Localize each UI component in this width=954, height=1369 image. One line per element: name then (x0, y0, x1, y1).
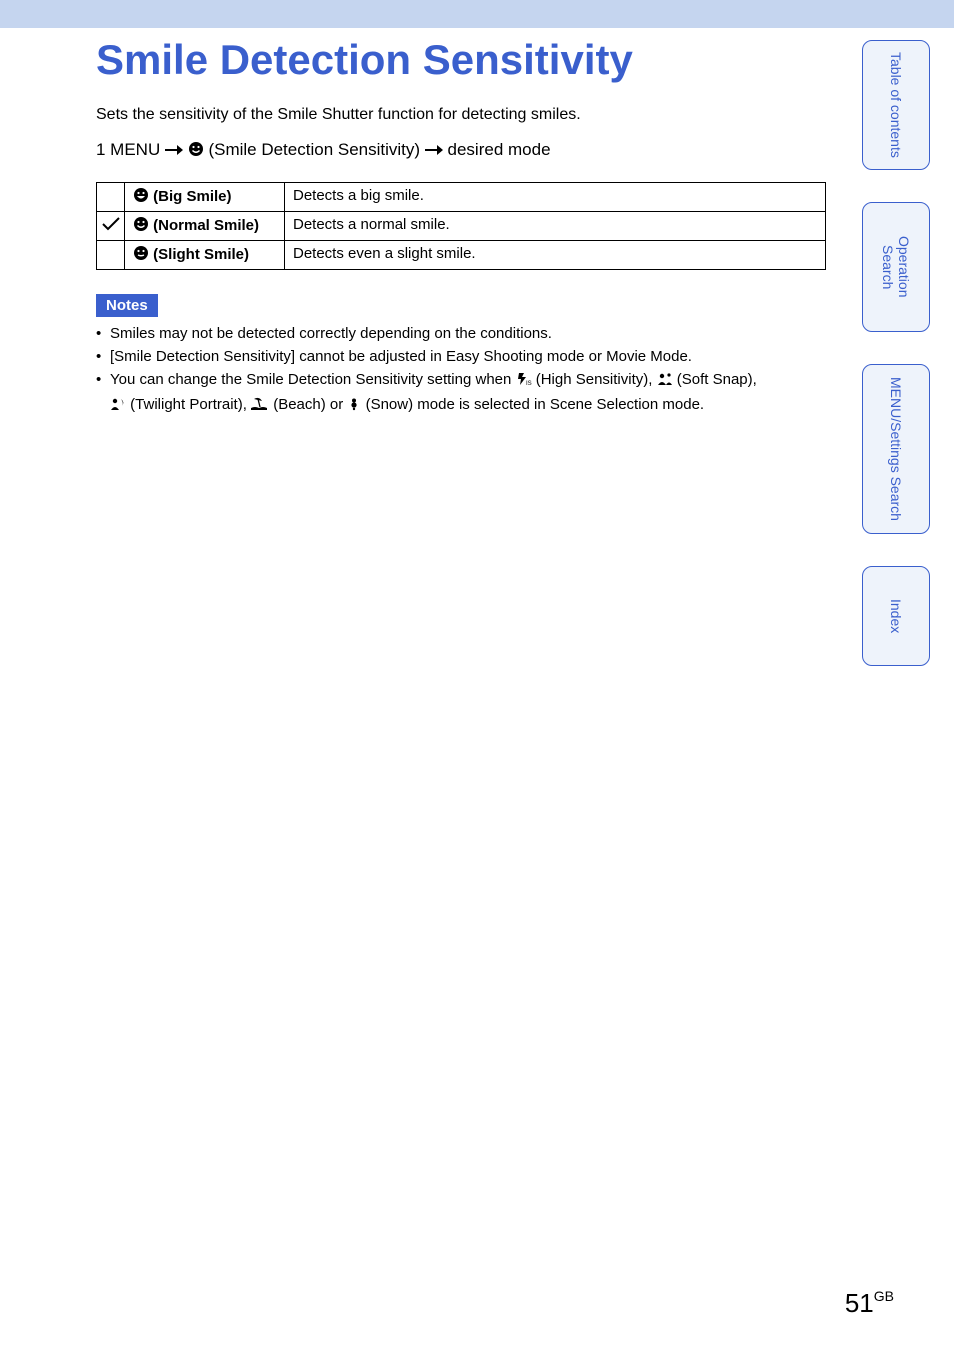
page-title: Smile Detection Sensitivity (96, 36, 826, 84)
intro-text: Sets the sensitivity of the Smile Shutte… (96, 106, 826, 124)
tab-index[interactable]: Index (862, 566, 930, 666)
tab-table-of-contents[interactable]: Table of contents (862, 40, 930, 170)
page-number: 51GB (845, 1288, 894, 1319)
note-item: You can change the Smile Detection Sensi… (96, 369, 826, 392)
notes-list: Smiles may not be detected correctly dep… (96, 323, 826, 392)
note-item: [Smile Detection Sensitivity] cannot be … (96, 346, 826, 367)
note-text: (Snow) mode is selected in Scene Selecti… (366, 396, 705, 413)
mode-desc: Detects even a slight smile. (285, 241, 826, 270)
snow-icon (347, 396, 361, 417)
check-cell (97, 241, 125, 270)
mode-label: (Slight Smile) (125, 241, 285, 270)
note-text: (Twilight Portrait), (130, 396, 251, 413)
step-prefix: 1 MENU (96, 140, 165, 159)
mode-label-text: (Slight Smile) (149, 246, 249, 263)
slight-smile-icon (133, 245, 149, 265)
mode-label: (Normal Smile) (125, 212, 285, 241)
twilight-portrait-icon (110, 396, 126, 417)
tab-operation-search[interactable]: Operation Search (862, 202, 930, 332)
smile-icon (188, 141, 204, 162)
mode-desc: Detects a normal smile. (285, 212, 826, 241)
arrow-right-icon (425, 141, 443, 161)
note-text: You can change the Smile Detection Sensi… (110, 371, 516, 388)
svg-text:ISO: ISO (526, 381, 532, 386)
check-cell (97, 183, 125, 212)
note-text: (High Sensitivity), (536, 371, 657, 388)
table-row: (Normal Smile) Detects a normal smile. (97, 212, 826, 241)
notes-heading: Notes (96, 294, 158, 317)
page-number-value: 51 (845, 1288, 874, 1318)
top-color-band (0, 0, 954, 28)
note-continuation: (Twilight Portrait), (Beach) or (Snow) m… (96, 394, 826, 417)
side-tabs: Table of contents Operation Search MENU/… (862, 40, 932, 698)
step-line: 1 MENU (Smile Detection Sensitivity) des… (96, 140, 826, 162)
mode-label: (Big Smile) (125, 183, 285, 212)
step-suffix: desired mode (448, 140, 551, 159)
note-text: (Soft Snap), (677, 371, 757, 388)
mode-label-text: (Normal Smile) (149, 217, 259, 234)
note-text: (Beach) or (273, 396, 347, 413)
soft-snap-icon (657, 371, 673, 392)
iso-icon: ISO (516, 371, 532, 392)
normal-smile-icon (133, 216, 149, 236)
checkmark-icon (102, 218, 120, 235)
check-cell (97, 212, 125, 241)
tab-menu-settings-search[interactable]: MENU/Settings Search (862, 364, 930, 534)
table-row: (Big Smile) Detects a big smile. (97, 183, 826, 212)
mode-label-text: (Big Smile) (149, 188, 232, 205)
note-item: Smiles may not be detected correctly dep… (96, 323, 826, 344)
table-row: (Slight Smile) Detects even a slight smi… (97, 241, 826, 270)
mode-desc: Detects a big smile. (285, 183, 826, 212)
modes-table: (Big Smile) Detects a big smile. (Normal… (96, 182, 826, 270)
main-content: Smile Detection Sensitivity Sets the sen… (96, 36, 826, 417)
big-smile-icon (133, 187, 149, 207)
arrow-right-icon (165, 141, 183, 161)
page-number-suffix: GB (874, 1288, 894, 1304)
beach-icon (251, 396, 269, 417)
step-mid: (Smile Detection Sensitivity) (208, 140, 424, 159)
